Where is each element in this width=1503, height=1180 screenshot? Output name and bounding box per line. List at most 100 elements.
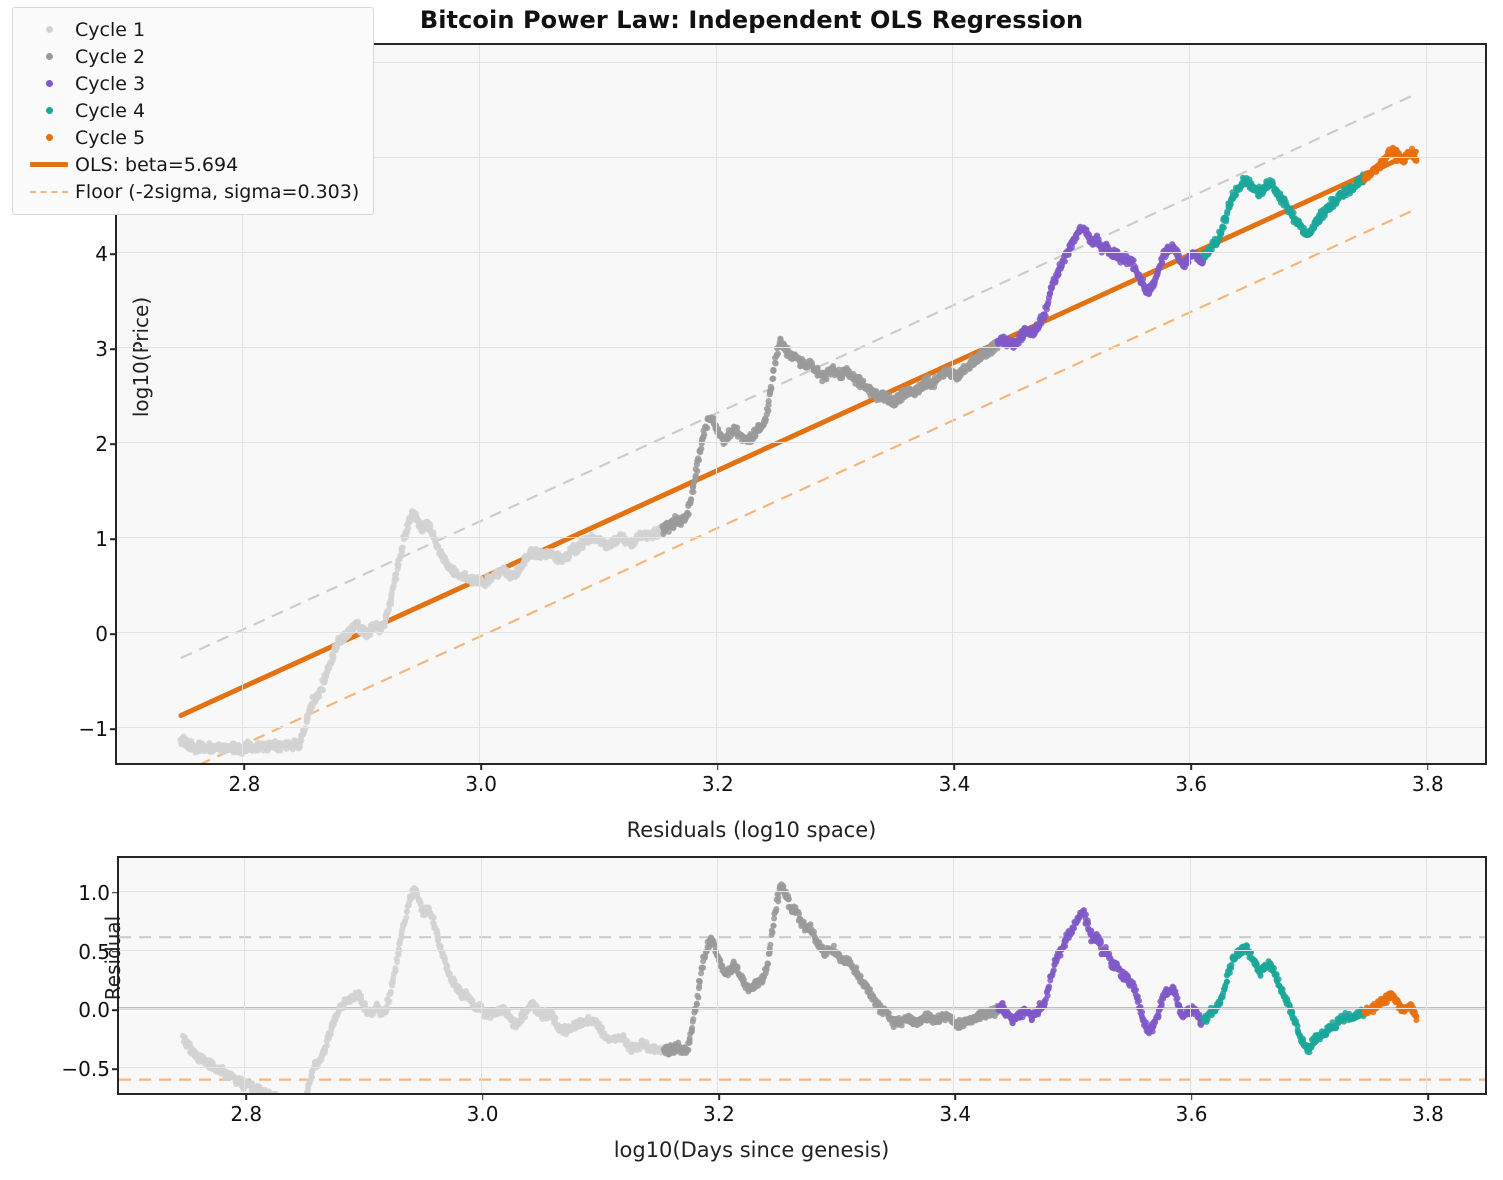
main-gridline-v (715, 45, 717, 763)
residual-series-cycle-1 (179, 884, 667, 1093)
residual-x-tick: 3.4 (939, 1102, 972, 1126)
residual-series-cycle-4 (1200, 942, 1368, 1056)
legend-dashed-line-icon (30, 190, 68, 193)
legend-item-cycle-1[interactable]: Cycle 1 (23, 16, 359, 43)
residual-plot-axes: Residual 1.0 0.5 0.0 −0.5 2.8 3.0 3.2 3.4 3.6 3.8 (61, 856, 1487, 1126)
main-x-tickmark (953, 763, 956, 770)
residual-y-tickmark (112, 950, 119, 953)
main-x-tick: 3.8 (1411, 772, 1444, 796)
main-band-ceiling (180, 92, 1417, 659)
residual-gridline-v (1189, 858, 1191, 1093)
residual-gridline-v (716, 858, 718, 1093)
residual-x-tickmark (1190, 1093, 1193, 1100)
main-x-tickmark (1427, 763, 1429, 770)
residual-x-tick: 2.8 (230, 1102, 263, 1126)
legend-solid-line-icon (30, 162, 68, 167)
residual-gridline-v (953, 858, 955, 1093)
main-band-floor (200, 207, 1417, 763)
main-x-tickmark (716, 763, 719, 770)
main-x-tickmark (243, 763, 246, 770)
main-gridline-h (117, 252, 1485, 254)
residual-series-cycle-3 (995, 907, 1207, 1037)
residual-y-tickmark (112, 1068, 119, 1070)
legend-item-cycle-4[interactable]: Cycle 4 (23, 97, 359, 124)
residual-y-tick: −0.5 (61, 1057, 110, 1082)
legend-item-label: Cycle 3 (75, 72, 146, 95)
main-gridline-h (117, 347, 1485, 349)
legend-item-cycle-3[interactable]: Cycle 3 (23, 70, 359, 97)
legend-item-label: Cycle 5 (75, 126, 146, 149)
main-y-tickmark (110, 443, 117, 445)
residual-x-tickmark (718, 1093, 720, 1100)
residual-y-tick: 1.0 (78, 880, 110, 905)
residual-y-tick: 0.0 (78, 998, 110, 1023)
legend: Cycle 1 Cycle 2 Cycle 3 Cycle 4 Cycle 5 OLS: … (12, 7, 375, 215)
residual-y-tickmark (112, 1009, 119, 1012)
legend-item-ols-beta-5-694[interactable]: OLS: beta=5.694 (23, 151, 359, 178)
main-series-cycle-1 (177, 508, 666, 758)
main-gridline-v (1425, 45, 1427, 763)
residual-gridline-v (480, 858, 482, 1093)
legend-item-cycle-5[interactable]: Cycle 5 (23, 124, 359, 151)
x-axis-label: log10(Days since genesis) (613, 1138, 890, 1162)
main-x-tick: 3.4 (938, 772, 971, 796)
legend-item-floor-2sigma-sigma-0-303[interactable]: Floor (-2sigma, sigma=0.303) (23, 178, 359, 205)
legend-dot-marker-icon (45, 107, 53, 114)
residual-gridline-v (1425, 858, 1427, 1093)
main-y-tickmark (110, 538, 117, 540)
main-y-tickmark (110, 728, 117, 730)
residual-gridline-h (119, 949, 1485, 951)
main-gridline-h (117, 441, 1485, 443)
main-y-tick: 2 (95, 431, 108, 456)
main-gridline-h (117, 62, 1485, 64)
legend-dot-marker-icon (45, 134, 53, 141)
main-y-tick: −1 (78, 716, 108, 741)
legend-item-cycle-2[interactable]: Cycle 2 (23, 43, 359, 70)
residual-y-tickmark (112, 892, 119, 894)
main-y-tickmark (110, 253, 117, 255)
residual-series-cycle-5 (1361, 990, 1420, 1024)
legend-item-label: Cycle 2 (75, 45, 146, 68)
main-x-tickmark (480, 763, 482, 770)
legend-item-label: Cycle 1 (75, 18, 146, 41)
main-y-tickmark (110, 348, 117, 350)
main-gridline-v (242, 45, 244, 763)
legend-item-label: OLS: beta=5.694 (75, 153, 239, 176)
main-gridline-v (952, 45, 954, 763)
residual-x-tickmark (245, 1093, 248, 1100)
main-y-tick: 1 (95, 526, 108, 551)
residual-x-tick: 3.0 (466, 1102, 499, 1126)
main-series-cycle-2 (659, 335, 1001, 537)
residual-plot-canvas (119, 858, 1485, 1093)
residuals-subtitle: Residuals (log10 space) (626, 818, 877, 842)
main-x-tickmark (1190, 763, 1192, 770)
residual-x-tick: 3.6 (1175, 1102, 1208, 1126)
main-gridline-h (117, 726, 1485, 728)
residual-gridline-h (119, 890, 1485, 892)
residual-x-tickmark (481, 1093, 484, 1100)
residual-series-cycle-2 (660, 881, 1002, 1058)
main-y-tick: 0 (95, 621, 108, 646)
residual-gridline-h (119, 1008, 1485, 1010)
main-x-tick: 3.6 (1175, 772, 1208, 796)
main-gridline-h (117, 536, 1485, 538)
residual-x-tickmark (1427, 1093, 1429, 1100)
residual-gridline-h (119, 1067, 1485, 1069)
residual-x-tick: 3.8 (1412, 1102, 1444, 1126)
main-y-tick: 4 (95, 242, 108, 267)
legend-dot-marker-icon (45, 80, 53, 87)
page-title: Bitcoin Power Law: Independent OLS Regre… (419, 6, 1084, 34)
main-plot-canvas (117, 45, 1485, 763)
main-gridline-v (479, 45, 481, 763)
residual-x-tick: 3.2 (703, 1102, 735, 1126)
main-y-tickmark (110, 633, 117, 635)
main-gridline-v (1189, 45, 1191, 763)
residual-x-tickmark (954, 1093, 957, 1100)
main-x-tick: 3.0 (465, 772, 498, 796)
legend-item-label: Cycle 4 (75, 99, 146, 122)
legend-dot-marker-icon (45, 26, 53, 33)
main-x-tick: 2.8 (228, 772, 261, 796)
legend-dot-marker-icon (45, 53, 53, 60)
main-x-tick: 3.2 (701, 772, 734, 796)
main-gridline-h (117, 631, 1485, 633)
